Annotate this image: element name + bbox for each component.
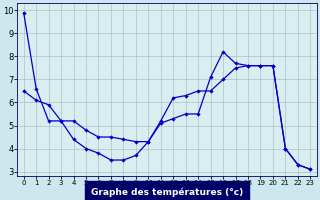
X-axis label: Graphe des températures (°c): Graphe des températures (°c) [91, 187, 243, 197]
